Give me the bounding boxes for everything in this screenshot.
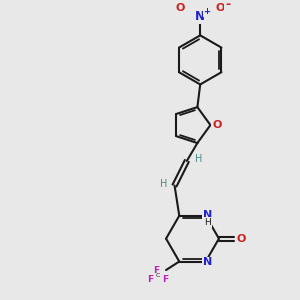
Text: -: -: [225, 0, 230, 11]
Text: O: O: [215, 3, 225, 13]
Text: F: F: [154, 266, 160, 275]
Text: H: H: [160, 178, 167, 189]
Text: C: C: [155, 273, 160, 278]
Text: N: N: [203, 257, 212, 268]
Text: O: O: [237, 234, 246, 244]
Text: H: H: [204, 218, 211, 227]
Text: F: F: [147, 275, 153, 284]
Text: N: N: [195, 10, 205, 23]
Text: H: H: [195, 154, 203, 164]
Text: O: O: [176, 3, 185, 13]
Text: N: N: [203, 210, 212, 220]
Text: +: +: [203, 7, 210, 16]
Text: O: O: [212, 120, 222, 130]
Text: F: F: [162, 275, 168, 284]
